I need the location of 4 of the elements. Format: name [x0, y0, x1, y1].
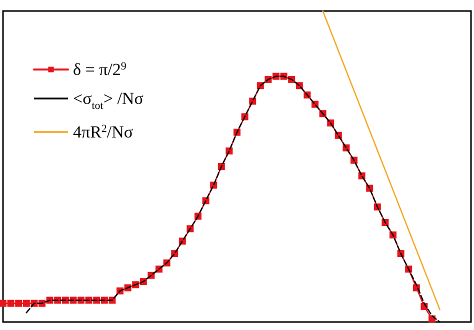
- point: [7, 300, 14, 307]
- point: [15, 300, 22, 307]
- point: [0, 300, 6, 307]
- point: [22, 300, 30, 307]
